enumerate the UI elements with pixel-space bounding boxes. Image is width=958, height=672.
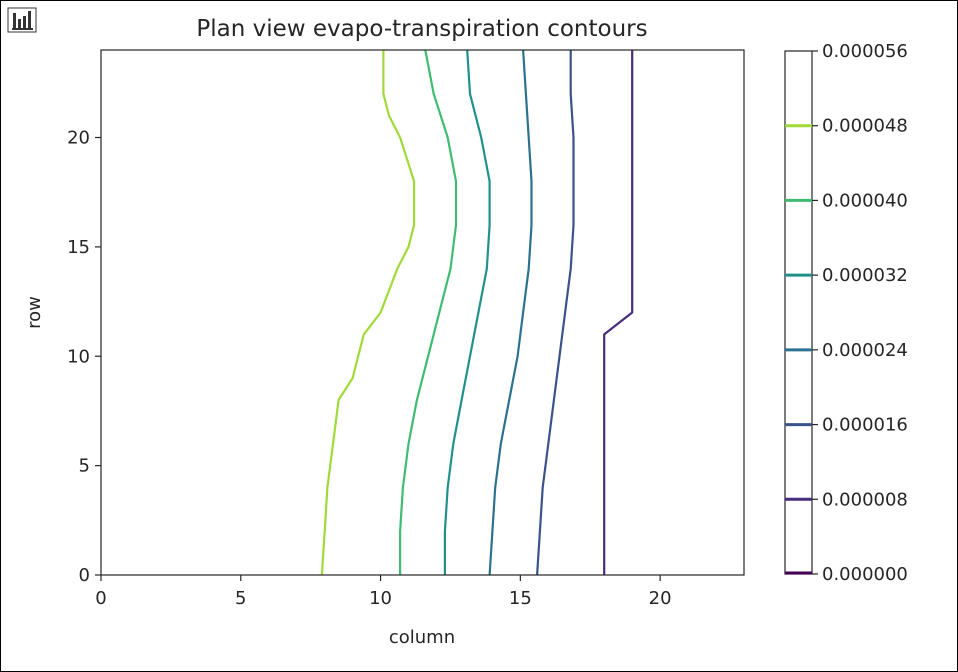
- colorbar-tick-label: 0.000000: [822, 564, 908, 585]
- colorbar-frame: [784, 50, 813, 575]
- colorbar-tick-label: 0.000016: [822, 415, 908, 436]
- plot-area: [100, 49, 745, 576]
- x-tick-label: 15: [509, 588, 532, 609]
- y-tick-label: 10: [67, 346, 90, 367]
- contour-line-3: [488, 49, 533, 576]
- bar-chart-icon[interactable]: [7, 7, 37, 33]
- colorbar-tick-label: 0.000024: [822, 340, 908, 361]
- colorbar-tick-label: 0.000056: [822, 41, 908, 62]
- x-tick-label: 0: [95, 588, 106, 609]
- contour-line-6: [320, 50, 416, 576]
- x-tick-label: 5: [235, 588, 246, 609]
- colorbar-tick-label: 0.000032: [822, 265, 908, 286]
- x-axis-label: column: [389, 627, 455, 648]
- y-tick-label: 0: [79, 565, 90, 586]
- contour-line-2: [536, 50, 575, 576]
- chart-title: Plan view evapo-transpiration contours: [196, 16, 647, 42]
- x-axis-ticks: 0 5 10 15 20: [95, 575, 672, 609]
- x-tick-label: 10: [369, 588, 392, 609]
- contour-lines: [320, 49, 634, 576]
- contour-line-5: [399, 49, 458, 575]
- x-tick-label: 20: [649, 588, 672, 609]
- colorbar-tick-label: 0.000008: [822, 489, 908, 510]
- y-tick-label: 20: [67, 128, 90, 149]
- y-axis-label: row: [24, 296, 45, 329]
- y-tick-label: 15: [67, 237, 90, 258]
- colorbar: 0.000000 0.000008 0.000016 0.000024 0.000032…: [784, 41, 908, 585]
- y-tick-label: 5: [79, 456, 90, 477]
- contour-line-1: [603, 50, 634, 575]
- colorbar-tick-label: 0.000048: [822, 116, 908, 137]
- contour-line-4: [443, 49, 491, 575]
- colorbar-tick-label: 0.000040: [822, 190, 908, 211]
- y-axis-ticks: 0 5 10 15 20: [67, 128, 101, 586]
